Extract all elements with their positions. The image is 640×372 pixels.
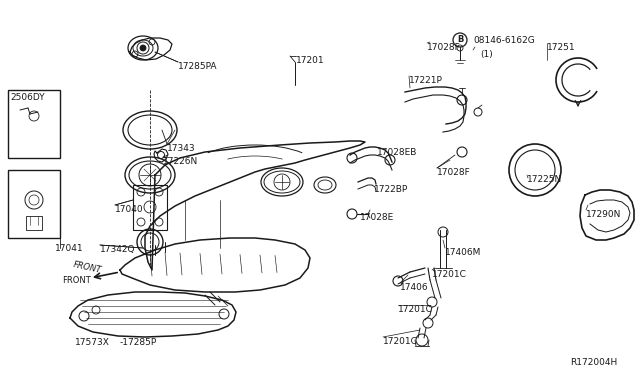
Bar	[133, 185, 167, 230]
Text: 17221P: 17221P	[409, 76, 443, 85]
Bar	[8, 170, 60, 238]
Text: 17201C: 17201C	[432, 270, 467, 279]
Text: 17342Q: 17342Q	[100, 245, 136, 254]
Text: 17201: 17201	[296, 56, 324, 65]
Text: 17028E: 17028E	[360, 213, 394, 222]
Text: -17285P: -17285P	[120, 338, 157, 347]
Text: 17028F: 17028F	[427, 43, 461, 52]
Text: 17201C: 17201C	[383, 337, 418, 346]
Text: R172004H: R172004H	[570, 358, 617, 367]
Text: FRONT: FRONT	[62, 276, 91, 285]
Text: 1722BP: 1722BP	[374, 185, 408, 194]
Text: 17226N: 17226N	[163, 157, 198, 166]
Text: 17028EB: 17028EB	[377, 148, 417, 157]
Bar	[8, 90, 60, 158]
Text: 17573X: 17573X	[75, 338, 110, 347]
Text: 17225N: 17225N	[527, 175, 563, 184]
Text: 17041: 17041	[55, 244, 84, 253]
Text: 17406M: 17406M	[445, 248, 481, 257]
Text: 2506DY: 2506DY	[10, 93, 45, 102]
Text: 17406: 17406	[400, 283, 429, 292]
Text: 17040: 17040	[115, 205, 143, 214]
Text: (1): (1)	[480, 50, 493, 59]
Text: 08146-6162G: 08146-6162G	[473, 36, 535, 45]
Text: 17285PA: 17285PA	[178, 62, 218, 71]
Text: 17251: 17251	[547, 43, 575, 52]
Text: FRONT: FRONT	[72, 261, 102, 275]
Text: 17028F: 17028F	[437, 168, 471, 177]
Text: 17201C: 17201C	[398, 305, 433, 314]
Bar	[26, 216, 42, 230]
Text: 17290N: 17290N	[586, 210, 621, 219]
Text: 17343: 17343	[167, 144, 196, 153]
Circle shape	[140, 45, 146, 51]
Text: B: B	[457, 35, 463, 45]
